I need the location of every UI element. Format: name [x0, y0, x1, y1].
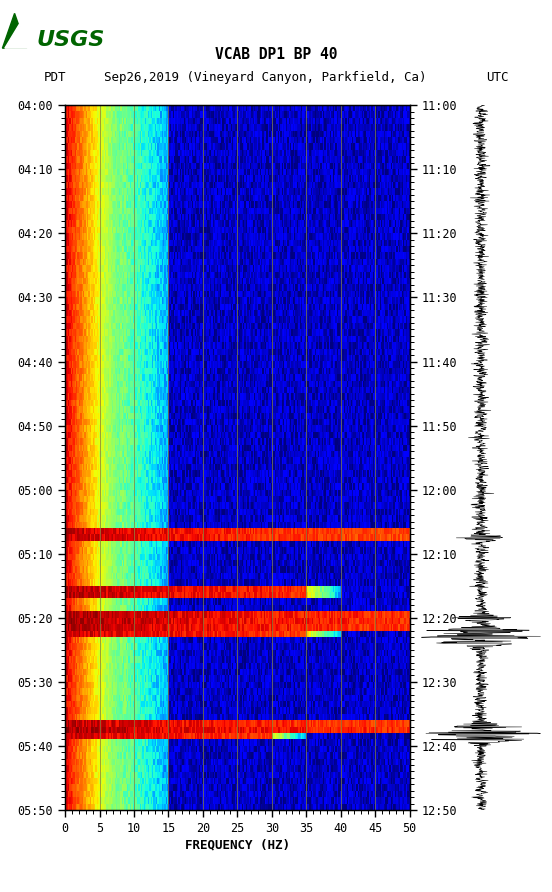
- Polygon shape: [5, 24, 34, 48]
- Text: USGS: USGS: [36, 30, 105, 50]
- Text: UTC: UTC: [486, 71, 508, 85]
- Text: VCAB DP1 BP 40: VCAB DP1 BP 40: [215, 47, 337, 62]
- Text: Sep26,2019 (Vineyard Canyon, Parkfield, Ca): Sep26,2019 (Vineyard Canyon, Parkfield, …: [104, 71, 426, 85]
- X-axis label: FREQUENCY (HZ): FREQUENCY (HZ): [185, 838, 290, 852]
- Text: PDT: PDT: [44, 71, 67, 85]
- Polygon shape: [2, 13, 26, 48]
